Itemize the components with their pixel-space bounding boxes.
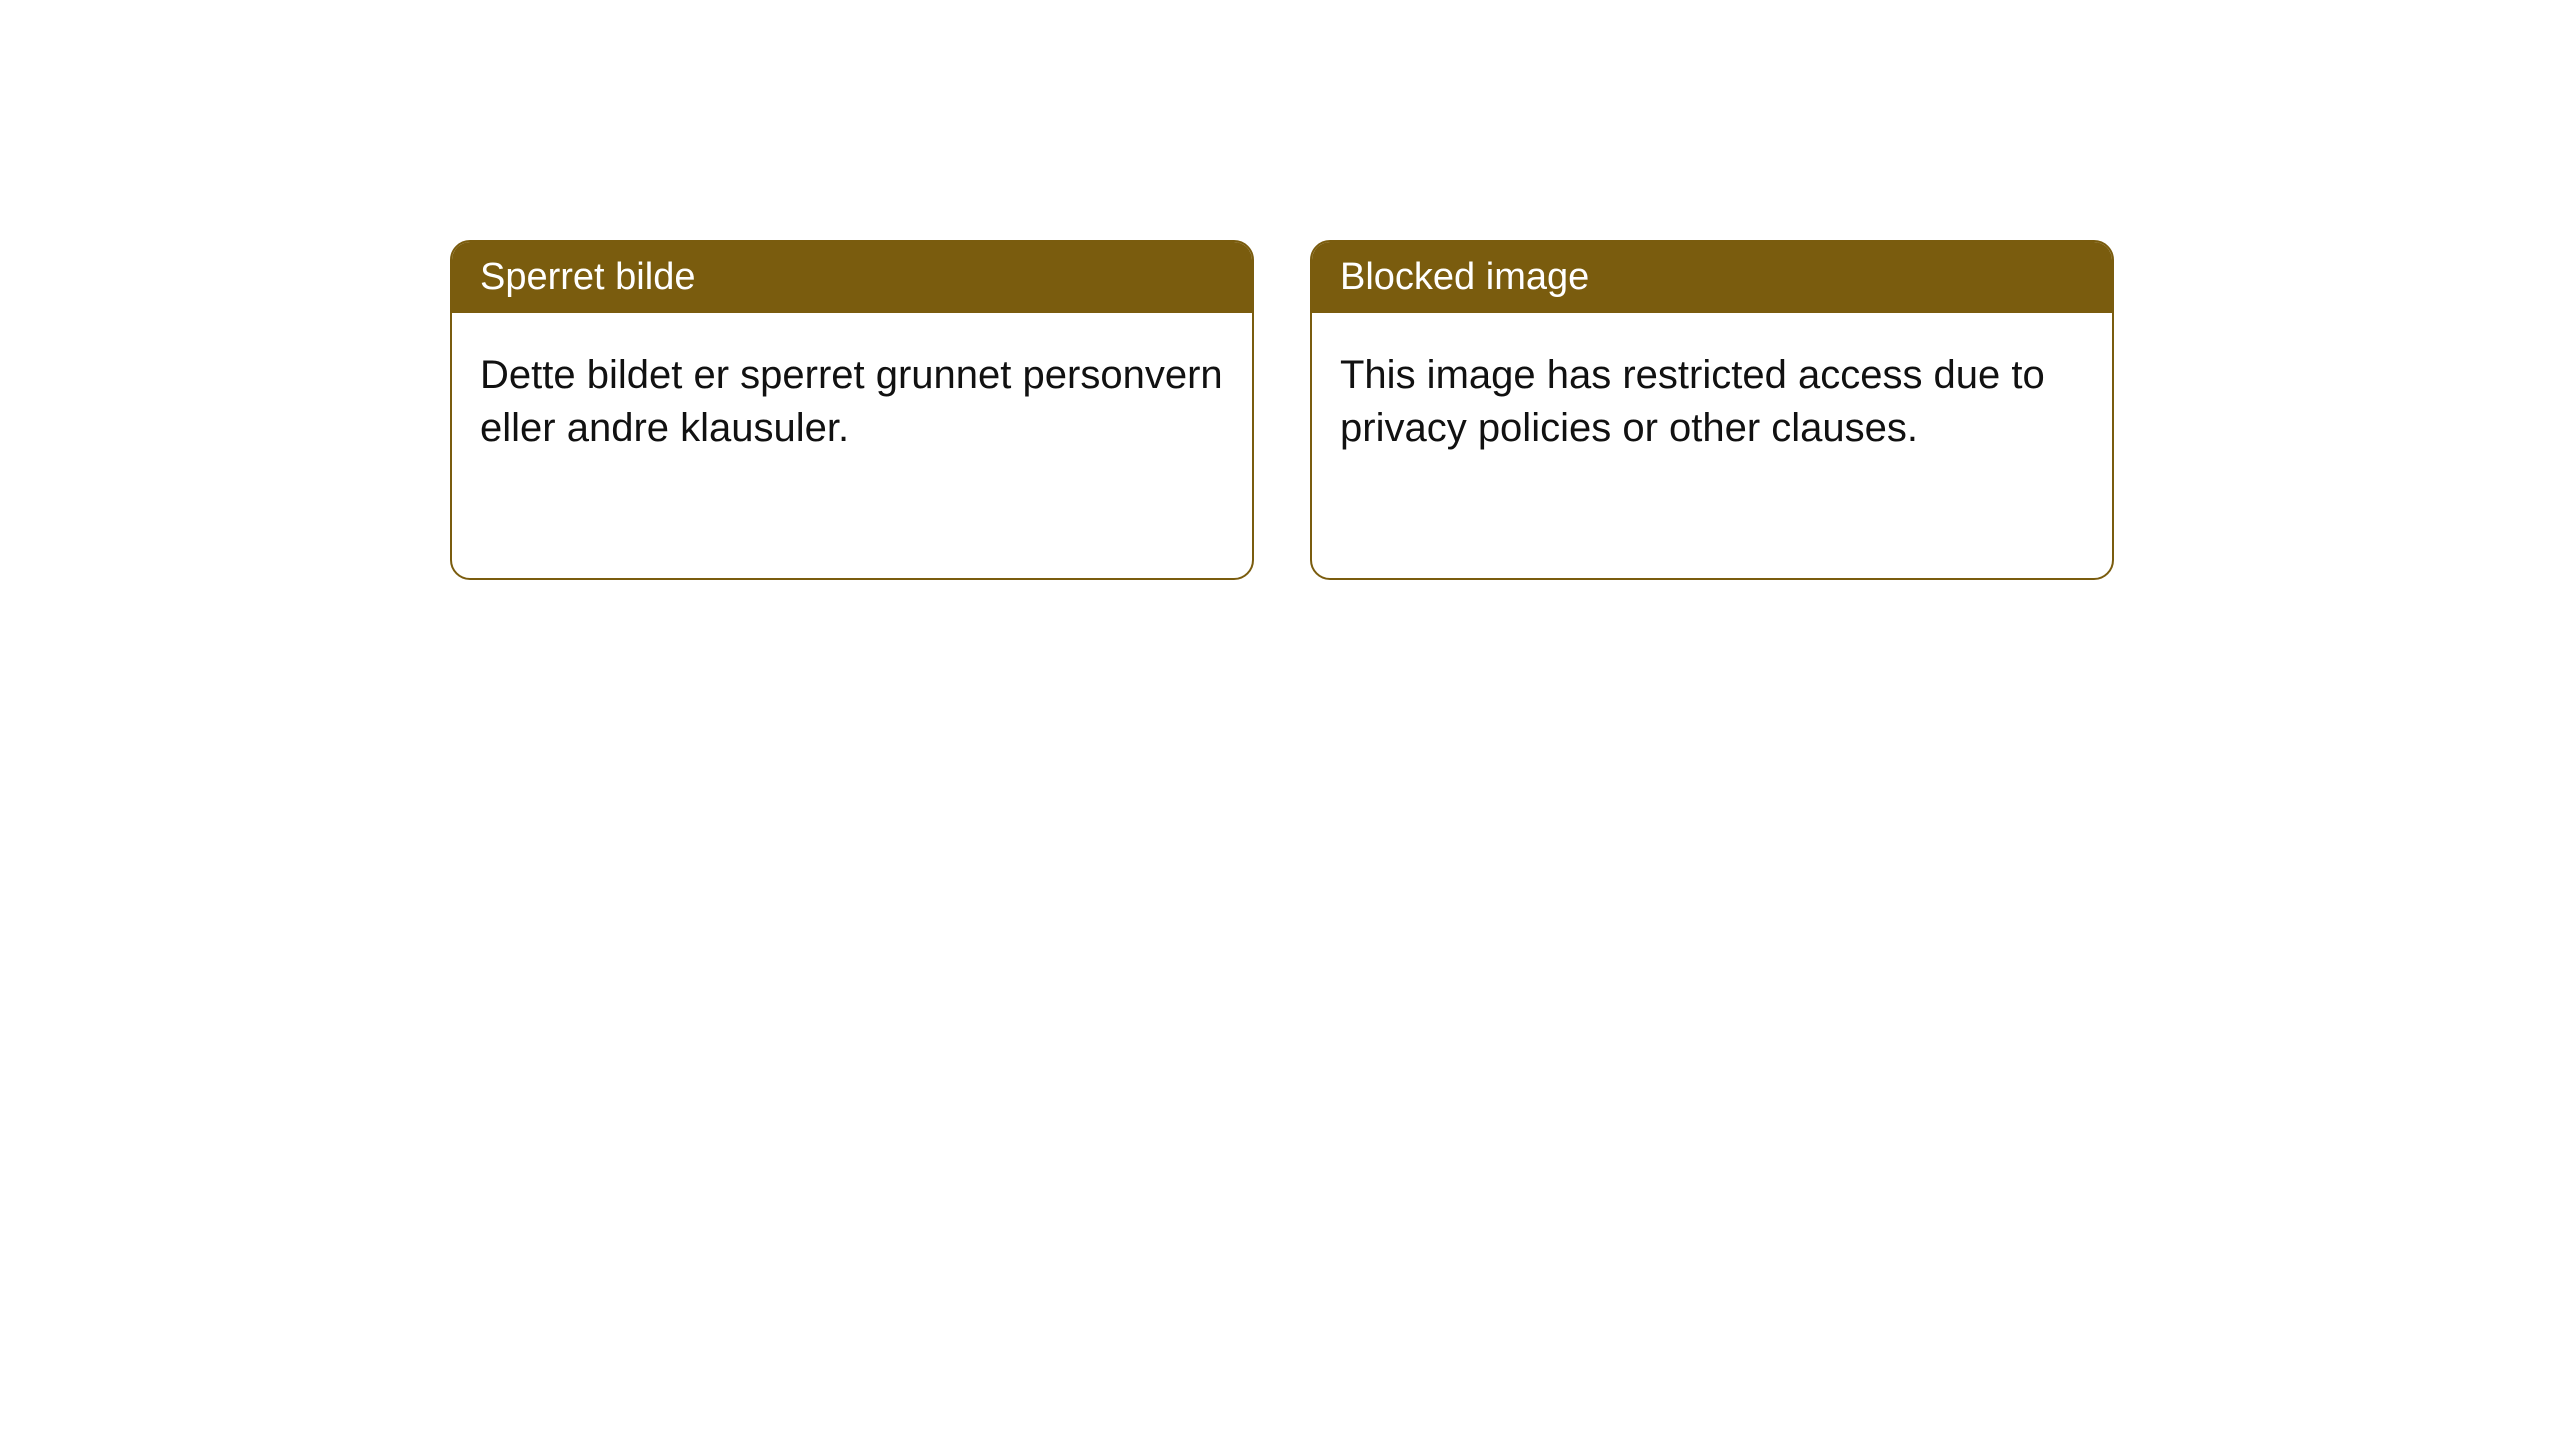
card-body: Dette bildet er sperret grunnet personve…: [452, 313, 1252, 491]
notice-container: Sperret bilde Dette bildet er sperret gr…: [450, 240, 2114, 580]
card-body-text: This image has restricted access due to …: [1340, 353, 2045, 450]
card-body: This image has restricted access due to …: [1312, 313, 2112, 491]
card-header: Sperret bilde: [452, 242, 1252, 313]
notice-card-norwegian: Sperret bilde Dette bildet er sperret gr…: [450, 240, 1254, 580]
notice-card-english: Blocked image This image has restricted …: [1310, 240, 2114, 580]
card-body-text: Dette bildet er sperret grunnet personve…: [480, 353, 1223, 450]
card-title: Blocked image: [1340, 256, 1589, 298]
card-title: Sperret bilde: [480, 256, 695, 298]
card-header: Blocked image: [1312, 242, 2112, 313]
